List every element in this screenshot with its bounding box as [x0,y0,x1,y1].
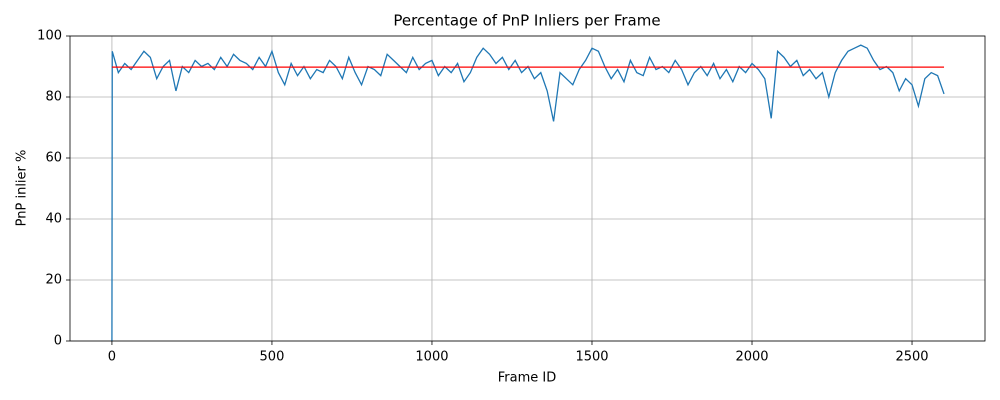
x-tick-label: 0 [108,350,116,365]
y-tick-label: 60 [45,151,62,166]
x-axis-label: Frame ID [498,371,556,386]
x-tick-label: 1500 [575,350,608,365]
y-tick-label: 0 [54,334,62,349]
x-tick-label: 2000 [735,350,768,365]
grid [70,35,985,342]
x-tick-label: 500 [260,350,285,365]
x-tick-label: 1000 [415,350,448,365]
chart-title: Percentage of PnP Inliers per Frame [393,12,660,30]
plot-area [111,44,945,342]
y-tick-label: 20 [45,273,62,288]
x-tick-label: 2500 [895,350,928,365]
y-tick-label: 40 [45,212,62,227]
data-line [111,44,945,342]
y-axis-label: PnP inlier % [15,150,30,227]
y-tick-label: 80 [45,90,62,105]
y-tick-label: 100 [37,29,62,44]
axes-frame [69,35,986,342]
